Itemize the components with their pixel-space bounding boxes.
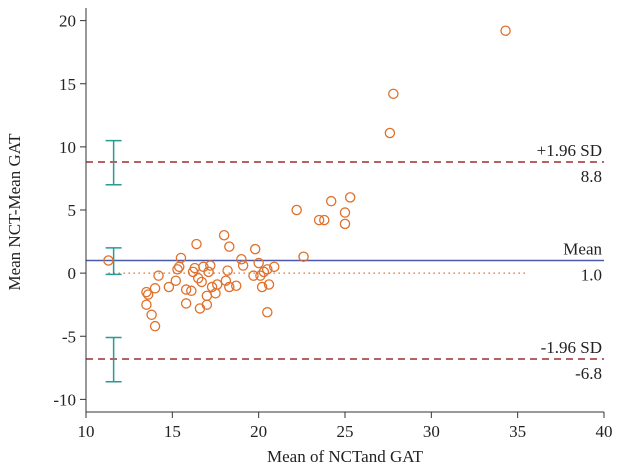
- data-point: [256, 281, 268, 293]
- data-point: [142, 289, 154, 300]
- data-point: [170, 275, 182, 286]
- data-point: [206, 281, 218, 293]
- data-point: [180, 284, 192, 295]
- x-axis-title: Mean of NCTand GAT: [267, 447, 424, 466]
- data-point: [175, 252, 187, 264]
- data-point: [149, 283, 161, 294]
- data-point: [192, 272, 204, 284]
- data-point: [103, 255, 114, 266]
- ci-error-bar: [105, 139, 122, 186]
- mean-label: Mean: [563, 240, 602, 259]
- data-point: [500, 25, 511, 36]
- x-tick-label: 20: [250, 422, 267, 441]
- data-point: [249, 243, 261, 255]
- data-point: [205, 260, 216, 271]
- upper-loa-value-label: 8.8: [581, 167, 602, 186]
- data-point: [149, 320, 161, 332]
- y-tick-label: 10: [59, 138, 76, 157]
- data-point: [291, 204, 302, 216]
- data-point: [224, 281, 235, 293]
- data-point: [268, 261, 280, 273]
- plot-area: +1.96 SD 8.8 Mean 1.0 -1.96 SD -6.8: [86, 25, 604, 383]
- data-point: [201, 290, 213, 302]
- data-point: [163, 281, 175, 293]
- data-point: [253, 257, 264, 269]
- data-point: [248, 270, 259, 281]
- upper-loa-label: +1.96 SD: [537, 141, 602, 160]
- x-tick-label: 25: [337, 422, 354, 441]
- data-point: [172, 264, 183, 275]
- data-point: [258, 266, 270, 278]
- data-point: [141, 286, 152, 298]
- lower-loa-value-label: -6.8: [575, 364, 602, 383]
- data-point: [313, 214, 325, 226]
- mean-value-label: 1.0: [581, 266, 602, 285]
- x-tick-label: 10: [78, 422, 95, 441]
- data-point: [384, 127, 396, 139]
- data-point: [339, 207, 351, 218]
- data-point: [146, 309, 157, 321]
- lower-loa-label: -1.96 SD: [541, 338, 602, 357]
- data-point: [344, 192, 356, 203]
- x-tick-label: 30: [423, 422, 440, 441]
- ci-error-bar: [105, 336, 122, 383]
- y-tick-label: 5: [68, 201, 77, 220]
- data-point: [220, 275, 232, 286]
- data-point: [263, 279, 275, 290]
- data-point: [339, 218, 351, 230]
- data-point: [230, 280, 242, 291]
- data-point: [298, 251, 309, 262]
- data-point: [141, 299, 152, 310]
- data-point: [196, 276, 207, 288]
- data-point: [222, 265, 233, 276]
- data-point: [319, 214, 330, 226]
- data-point: [255, 270, 266, 281]
- y-tick-label: 0: [68, 264, 77, 283]
- data-point: [262, 307, 273, 318]
- data-point: [203, 266, 214, 278]
- data-point: [153, 270, 164, 281]
- x-tick-label: 15: [164, 422, 181, 441]
- data-point: [236, 253, 247, 265]
- data-point: [201, 299, 213, 310]
- data-point: [194, 303, 206, 314]
- y-tick-label: -5: [62, 327, 76, 346]
- data-point: [218, 229, 230, 241]
- x-tick-label: 35: [509, 422, 526, 441]
- data-point: [224, 241, 235, 252]
- y-tick-label: 20: [59, 12, 76, 31]
- y-axis-title: Mean NCT-Mean GAT: [5, 133, 24, 291]
- data-point: [325, 195, 337, 207]
- y-tick-label: -10: [53, 390, 76, 409]
- data-point: [173, 261, 185, 273]
- axes: 10 15 20 25 30 35 40 -10 -5 0 5 10 15 20: [53, 8, 613, 441]
- data-point: [262, 264, 273, 275]
- data-point: [180, 298, 192, 309]
- data-point: [388, 88, 399, 100]
- x-tick-label: 40: [596, 422, 613, 441]
- data-point: [186, 285, 197, 297]
- data-point: [191, 238, 202, 250]
- data-point: [237, 260, 249, 271]
- data-point: [211, 279, 223, 290]
- y-tick-label: 15: [59, 75, 76, 94]
